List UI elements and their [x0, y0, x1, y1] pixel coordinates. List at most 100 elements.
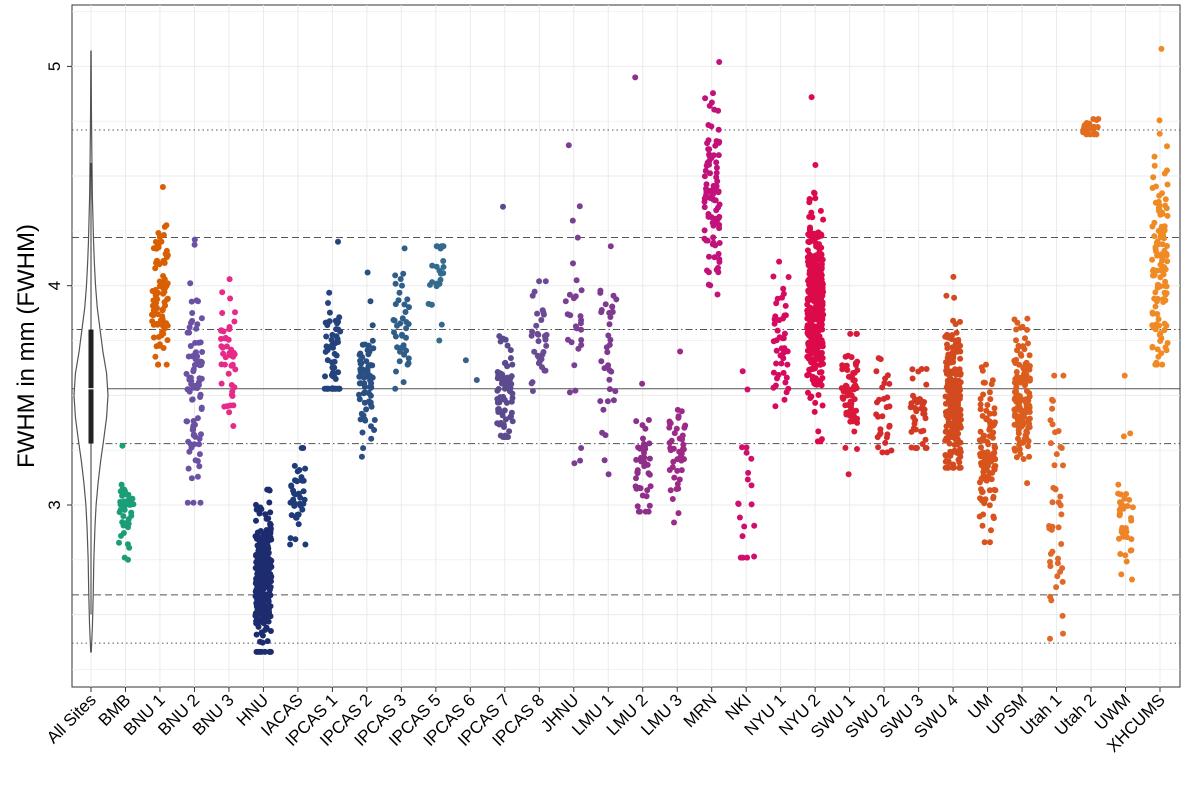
data-point: [1018, 352, 1025, 359]
data-point: [817, 285, 823, 292]
data-point: [232, 309, 238, 316]
data-point: [189, 317, 196, 324]
data-point: [1059, 612, 1066, 619]
data-point: [266, 648, 273, 655]
data-point: [957, 446, 964, 453]
data-point: [127, 501, 134, 508]
data-point: [368, 435, 375, 442]
data-point: [267, 628, 274, 634]
data-point: [979, 488, 986, 495]
data-point: [778, 345, 785, 352]
data-point: [990, 422, 996, 429]
data-point: [152, 353, 159, 360]
data-point: [1120, 433, 1127, 440]
data-point: [573, 325, 580, 332]
data-point: [1149, 344, 1156, 351]
data-point: [290, 496, 297, 503]
data-point: [811, 190, 818, 197]
data-point: [920, 427, 927, 434]
data-point: [257, 528, 264, 534]
data-point: [979, 522, 986, 529]
data-point: [1150, 174, 1157, 181]
data-point: [951, 294, 958, 301]
series-bmb: [116, 442, 137, 563]
data-point: [294, 511, 301, 518]
data-point: [1022, 335, 1028, 342]
data-point: [806, 267, 813, 274]
data-point: [194, 321, 201, 328]
data-point: [1152, 326, 1159, 333]
data-point: [365, 390, 372, 396]
data-point: [188, 298, 195, 305]
data-point: [952, 436, 959, 443]
data-point: [981, 379, 988, 386]
data-point: [193, 297, 200, 304]
data-point: [781, 330, 788, 337]
data-point: [955, 336, 962, 343]
data-point: [706, 253, 712, 260]
data-point: [368, 403, 375, 410]
data-point: [716, 138, 723, 145]
data-point: [873, 368, 880, 375]
data-point: [266, 499, 273, 506]
data-point: [776, 258, 783, 265]
data-point: [610, 397, 617, 404]
data-point: [219, 289, 226, 296]
data-point: [1059, 565, 1066, 572]
data-point: [1154, 252, 1161, 259]
data-point: [1014, 373, 1021, 380]
data-point: [716, 259, 723, 265]
data-point: [578, 445, 585, 451]
data-point: [1121, 495, 1128, 502]
data-point: [817, 438, 824, 445]
data-point: [116, 539, 122, 546]
data-point: [957, 371, 964, 378]
data-point: [977, 406, 984, 413]
data-point: [1164, 258, 1171, 265]
data-point: [703, 181, 710, 188]
data-point: [438, 270, 444, 277]
data-point: [160, 280, 167, 287]
data-point: [335, 369, 342, 376]
data-point: [506, 388, 513, 395]
data-point: [713, 207, 720, 214]
data-point: [1047, 417, 1054, 424]
data-point: [704, 267, 710, 274]
data-point: [1023, 399, 1030, 406]
data-point: [403, 319, 410, 325]
data-point: [842, 444, 849, 451]
series-jhnu: [562, 142, 585, 467]
data-point: [155, 361, 161, 368]
data-point: [943, 292, 950, 299]
data-point: [1021, 437, 1028, 443]
series-utah-1: [1046, 372, 1067, 642]
data-point: [1025, 377, 1032, 384]
data-point: [701, 173, 708, 180]
data-point: [1154, 346, 1161, 353]
data-point: [922, 436, 929, 443]
data-point: [1161, 170, 1168, 177]
data-point: [1164, 212, 1171, 219]
data-point: [943, 453, 949, 459]
data-point: [1052, 485, 1059, 492]
data-point: [253, 586, 260, 593]
data-point: [675, 414, 682, 421]
data-point: [808, 276, 815, 283]
data-point: [1020, 343, 1026, 350]
data-point: [674, 467, 681, 474]
data-point: [808, 209, 815, 216]
data-point: [815, 301, 822, 308]
data-point: [1158, 45, 1165, 52]
data-point: [1154, 284, 1161, 291]
data-point: [986, 487, 993, 494]
data-point: [884, 431, 891, 438]
data-point: [945, 464, 951, 471]
data-point: [977, 401, 984, 408]
data-point: [576, 203, 583, 210]
data-point: [877, 356, 884, 363]
data-point: [708, 99, 715, 106]
data-point: [396, 289, 403, 296]
data-point: [815, 293, 822, 300]
x-tick-label: MRN: [680, 690, 721, 731]
data-point: [909, 366, 916, 373]
